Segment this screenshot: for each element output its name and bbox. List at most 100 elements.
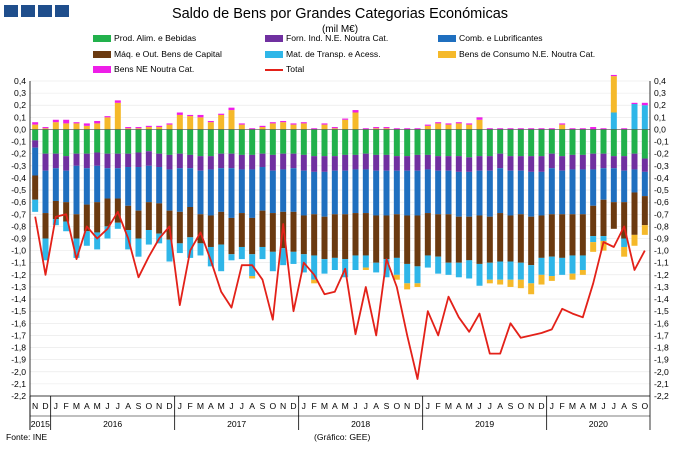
bar-ind bbox=[83, 153, 90, 169]
bar-fuel bbox=[218, 168, 225, 212]
legend-swatch-food bbox=[93, 35, 111, 43]
bar-fuel bbox=[641, 171, 648, 197]
bar-food bbox=[383, 129, 390, 155]
bar-trans bbox=[42, 238, 49, 261]
bar-cons bbox=[156, 127, 163, 130]
bar-ind bbox=[435, 156, 442, 171]
bar-ind bbox=[166, 154, 173, 170]
y-tick-label-left: -2,0 bbox=[11, 367, 26, 377]
y-tick-label-left: -0,7 bbox=[11, 209, 26, 219]
bar-cap bbox=[228, 217, 235, 255]
bar-trans bbox=[590, 236, 597, 243]
y-tick-label-left: -1,4 bbox=[11, 294, 26, 304]
bar-cons bbox=[559, 124, 566, 130]
bar-food bbox=[538, 129, 545, 157]
bar-food bbox=[42, 129, 49, 154]
bar-ind bbox=[466, 157, 473, 172]
bar-cap bbox=[32, 175, 39, 200]
bar-food bbox=[197, 129, 204, 157]
bar-ind bbox=[249, 154, 256, 170]
bar-cap bbox=[610, 202, 617, 229]
bar-ind bbox=[600, 153, 607, 169]
bar-food bbox=[342, 129, 349, 155]
bar-trans bbox=[280, 248, 287, 266]
month-label: M bbox=[342, 401, 349, 411]
bar-ne bbox=[507, 128, 514, 130]
bar-ne bbox=[125, 127, 132, 129]
bar-food bbox=[362, 129, 369, 154]
bar-cap bbox=[497, 213, 504, 262]
legend-item-total: Total bbox=[265, 64, 304, 74]
bar-food bbox=[393, 129, 400, 157]
y-tick-label-left: -1,6 bbox=[11, 318, 26, 328]
bar-food bbox=[145, 129, 152, 152]
month-label: N bbox=[32, 401, 38, 411]
legend-label-cons: Bens de Consumo N.E. Noutra Cat. bbox=[459, 49, 596, 59]
bar-cons bbox=[42, 128, 49, 130]
bar-fuel bbox=[290, 168, 297, 212]
month-label: N bbox=[404, 401, 410, 411]
bar-ind bbox=[63, 156, 70, 171]
bar-ind bbox=[548, 153, 555, 169]
bar-ne bbox=[42, 127, 49, 129]
bar-cap bbox=[238, 213, 245, 247]
bar-cons bbox=[507, 279, 514, 287]
bar-cap bbox=[352, 213, 359, 256]
bar-cons bbox=[548, 276, 555, 281]
month-label: M bbox=[197, 401, 204, 411]
y-tick-label-left: -1,3 bbox=[11, 282, 26, 292]
year-label: 2020 bbox=[589, 419, 608, 429]
bar-food bbox=[610, 129, 617, 157]
month-label: J bbox=[54, 401, 58, 411]
bar-cons bbox=[187, 116, 194, 130]
bar-fuel bbox=[269, 170, 276, 214]
bar-cons bbox=[197, 117, 204, 130]
bar-ne bbox=[600, 128, 607, 130]
bar-fuel bbox=[445, 170, 452, 215]
bar-cap bbox=[548, 214, 555, 257]
y-tick-label-left: 0,0 bbox=[14, 124, 26, 134]
y-tick-label-right: -0,9 bbox=[654, 234, 669, 244]
chart-grid bbox=[30, 80, 650, 397]
bar-trans bbox=[145, 230, 152, 245]
bar-trans bbox=[259, 246, 266, 260]
bar-trans bbox=[579, 255, 586, 270]
bar-cap bbox=[466, 216, 473, 261]
bar-ind bbox=[404, 156, 411, 171]
bar-cap bbox=[125, 205, 132, 231]
y-tick-label-left: -0,5 bbox=[11, 185, 26, 195]
y-tick-label-right: -1,9 bbox=[654, 355, 669, 365]
bar-trans bbox=[528, 265, 535, 284]
bar-cons bbox=[207, 122, 214, 130]
bar-fuel bbox=[94, 165, 101, 203]
bar-food bbox=[218, 129, 225, 154]
bar-trans bbox=[176, 243, 183, 254]
bar-food bbox=[435, 129, 442, 157]
bar-ne bbox=[373, 127, 380, 129]
bar-ne bbox=[104, 116, 111, 118]
bar-fuel bbox=[362, 169, 369, 214]
month-label: O bbox=[641, 401, 648, 411]
bar-fuel bbox=[528, 171, 535, 217]
bar-cons bbox=[383, 128, 390, 130]
bar-food bbox=[238, 129, 245, 155]
bar-ne bbox=[280, 120, 287, 123]
bar-fuel bbox=[249, 169, 256, 218]
bar-cap bbox=[300, 215, 307, 255]
bar-cons bbox=[497, 279, 504, 285]
year-label: 2017 bbox=[227, 419, 246, 429]
bar-food bbox=[466, 129, 473, 158]
legend-label-total: Total bbox=[286, 64, 305, 74]
legend-label-trans: Mat. de Transp. e Acess. bbox=[286, 49, 381, 59]
source-note: Fonte: INE bbox=[6, 432, 48, 442]
bar-trans bbox=[631, 104, 638, 130]
bar-ne bbox=[497, 128, 504, 130]
chart-axes: 0,4 0,4 0,3 0,3 0,2 0,2 0,1 0,1 0,0 0,0 -0,1 -0,1 -0… bbox=[11, 76, 669, 430]
month-label: A bbox=[497, 401, 503, 411]
bar-fuel bbox=[145, 165, 152, 203]
bar-fuel bbox=[352, 169, 359, 214]
bar-cap bbox=[259, 210, 266, 247]
bar-fuel bbox=[497, 168, 504, 214]
bar-food bbox=[290, 129, 297, 154]
